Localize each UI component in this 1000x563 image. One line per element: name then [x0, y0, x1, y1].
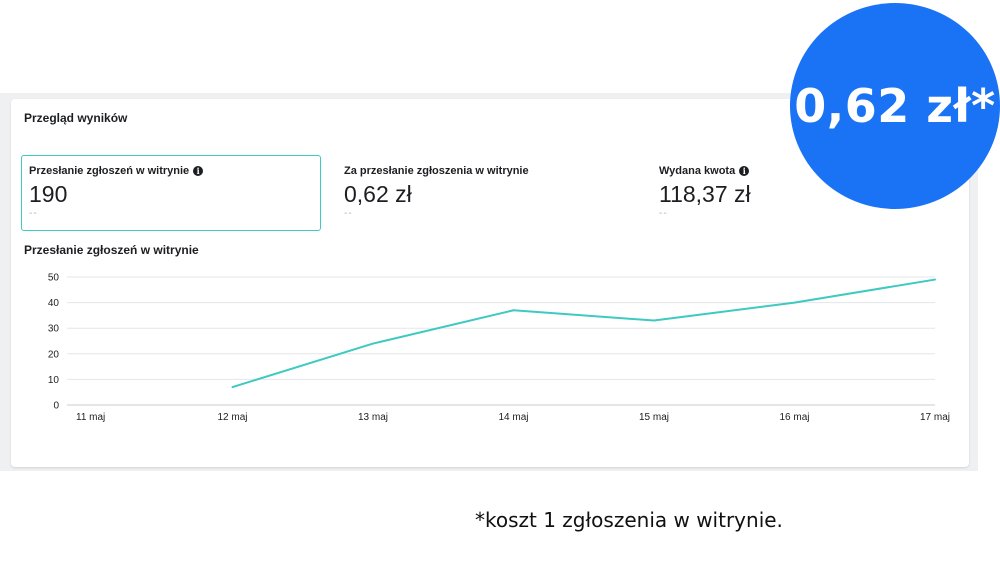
metric-value: 190 — [29, 181, 68, 207]
metric-label-row: Wydana kwota i — [659, 164, 943, 178]
data-point[interactable] — [653, 319, 655, 322]
metric-delta: -- — [659, 208, 668, 219]
gridlines — [67, 276, 935, 406]
x-tick-label: 16 maj — [779, 412, 809, 423]
y-tick-label: 10 — [48, 375, 60, 386]
metric-card-submissions[interactable]: Przesłanie zgłoszeń w witrynie i 190 -- — [21, 155, 321, 231]
metric-value: 118,37 zł — [659, 181, 751, 207]
badge-text: 0,62 zł* — [794, 79, 996, 133]
y-tick-label: 0 — [53, 401, 59, 412]
x-tick-label: 15 maj — [639, 412, 669, 423]
x-tick-label: 11 maj — [76, 412, 105, 423]
metric-label-row: Przesłanie zgłoszeń w witrynie i — [29, 164, 313, 178]
data-point[interactable] — [372, 342, 374, 345]
data-point[interactable] — [793, 301, 796, 304]
metric-label: Przesłanie zgłoszeń w witrynie — [29, 165, 190, 177]
line-chart: 0 10 20 30 40 50 11 maj 12 maj 13 maj 14 maj 15 m… — [48, 273, 950, 424]
overview-title: Przegląd wyników — [24, 111, 128, 125]
metric-label: Wydana kwota — [659, 165, 736, 177]
data-point[interactable] — [512, 309, 515, 312]
y-tick-label: 30 — [48, 324, 60, 335]
metric-delta: -- — [29, 208, 38, 219]
info-icon[interactable]: i — [739, 166, 750, 176]
y-axis-ticks: 0 10 20 30 40 50 — [48, 273, 60, 412]
metric-value: 0,62 zł — [344, 181, 412, 207]
chart-title: Przesłanie zgłoszeń w witrynie — [24, 243, 199, 257]
footnote: *koszt 1 zgłoszenia w witrynie. — [475, 508, 783, 532]
x-tick-label: 14 maj — [498, 412, 528, 423]
metric-delta: -- — [344, 208, 353, 219]
y-tick-label: 20 — [48, 349, 60, 360]
metric-card-amount-spent[interactable]: Wydana kwota i 118,37 zł -- — [651, 155, 951, 231]
series-line — [232, 278, 936, 389]
metric-card-cost-per-submission[interactable]: Za przesłanie zgłoszenia w witrynie 0,62… — [336, 155, 636, 231]
info-icon[interactable]: i — [193, 166, 204, 176]
cost-badge: 0,62 zł* — [790, 3, 1000, 209]
x-tick-label: 17 maj — [920, 412, 950, 423]
data-point[interactable] — [934, 278, 936, 281]
x-axis-ticks: 11 maj 12 maj 13 maj 14 maj 15 maj 16 maj 17 m… — [76, 412, 950, 423]
y-tick-label: 40 — [48, 298, 60, 309]
x-tick-label: 13 maj — [358, 412, 388, 423]
metric-label-row: Za przesłanie zgłoszenia w witrynie — [344, 164, 628, 178]
x-tick-label: 12 maj — [217, 412, 247, 423]
series-layer — [231, 278, 936, 389]
metric-label: Za przesłanie zgłoszenia w witrynie — [344, 165, 529, 177]
data-point[interactable] — [231, 386, 234, 389]
y-tick-label: 50 — [48, 273, 60, 284]
